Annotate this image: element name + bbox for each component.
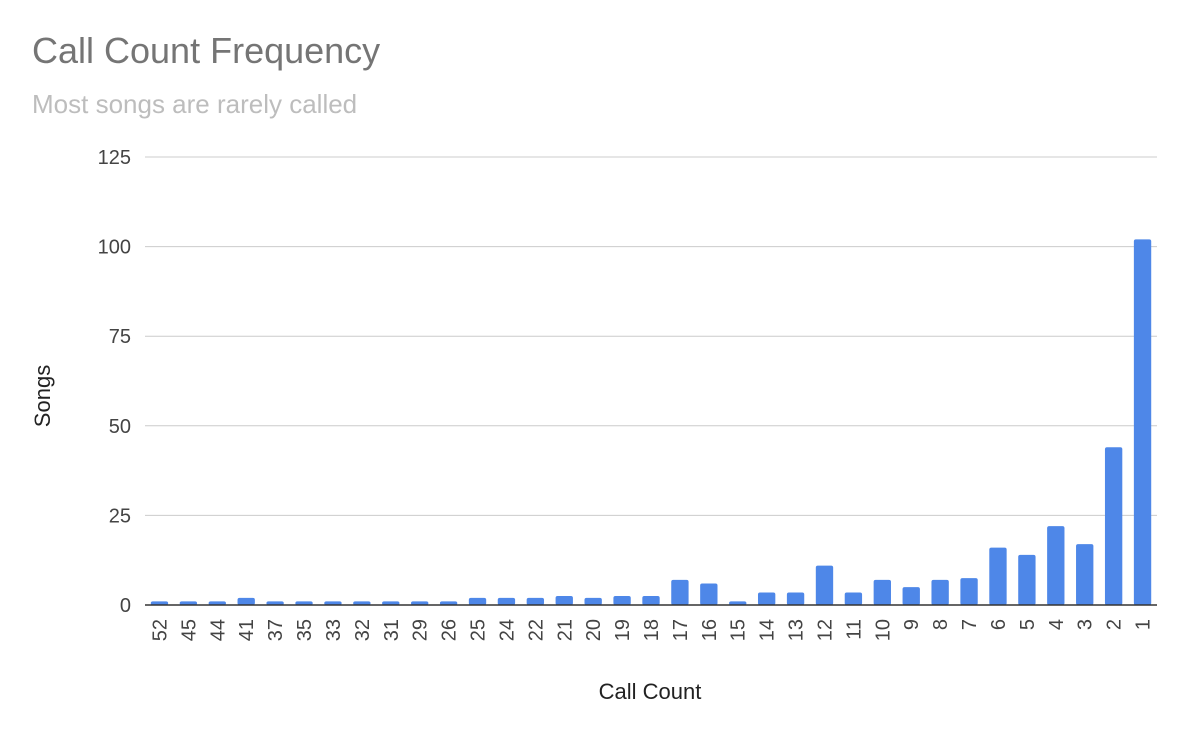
x-tick-label: 13 bbox=[786, 619, 808, 641]
bar-17 bbox=[671, 579, 689, 605]
chart-subtitle: Most songs are rarely called bbox=[32, 89, 358, 119]
bar-9 bbox=[902, 587, 920, 605]
x-tick-label: 4 bbox=[1046, 619, 1068, 630]
x-tick-label: 5 bbox=[1017, 619, 1039, 630]
bar-29 bbox=[411, 601, 429, 605]
gridlines bbox=[145, 156, 1157, 516]
x-tick-label: 20 bbox=[583, 619, 605, 641]
chart-title: Call Count Frequency bbox=[32, 30, 381, 71]
x-tick-label: 37 bbox=[265, 619, 287, 641]
x-tick-label: 26 bbox=[439, 619, 461, 641]
bar-3 bbox=[1076, 544, 1094, 605]
x-tick-label: 22 bbox=[525, 619, 547, 641]
bar-37 bbox=[266, 601, 284, 605]
bar-26 bbox=[439, 601, 458, 605]
bars bbox=[150, 239, 1152, 605]
bar-8 bbox=[931, 579, 949, 605]
x-tick-label: 33 bbox=[323, 619, 345, 641]
bar-21 bbox=[555, 596, 573, 605]
x-tick-label: 11 bbox=[843, 619, 865, 640]
y-tick-label: 0 bbox=[120, 595, 131, 617]
bar-7 bbox=[960, 578, 978, 605]
bar-16 bbox=[700, 583, 718, 605]
bar-15 bbox=[729, 601, 747, 605]
x-tick-label: 6 bbox=[988, 619, 1010, 630]
x-tick-label: 10 bbox=[872, 619, 894, 641]
bar-45 bbox=[179, 601, 198, 605]
x-axis-label: Call Count bbox=[599, 679, 702, 704]
x-tick-label: 19 bbox=[612, 619, 634, 641]
bar-32 bbox=[353, 601, 371, 605]
x-tick-label: 14 bbox=[757, 619, 779, 641]
bar-24 bbox=[497, 597, 516, 605]
bar-14 bbox=[757, 592, 776, 605]
x-tick-label: 24 bbox=[496, 619, 518, 641]
bar-5 bbox=[1018, 554, 1036, 605]
bar-10 bbox=[873, 579, 891, 605]
bar-19 bbox=[613, 596, 631, 605]
x-tick-label: 25 bbox=[468, 619, 490, 641]
x-tick-label: 29 bbox=[410, 619, 432, 641]
bar-44 bbox=[208, 601, 226, 605]
x-tick-label: 12 bbox=[814, 619, 836, 641]
x-tick-label: 35 bbox=[294, 619, 316, 641]
x-tick-label: 44 bbox=[207, 619, 229, 641]
x-tick-label: 31 bbox=[381, 619, 403, 641]
y-tick-label: 100 bbox=[98, 237, 131, 259]
x-tick-label: 45 bbox=[178, 619, 200, 641]
x-tick-label: 9 bbox=[901, 619, 923, 630]
x-tick-label: 2 bbox=[1104, 619, 1126, 630]
x-tick-label: 7 bbox=[959, 619, 981, 630]
y-tick-label: 50 bbox=[109, 416, 131, 438]
x-tick-label: 8 bbox=[930, 619, 952, 630]
bar-35 bbox=[295, 601, 313, 605]
bar-20 bbox=[584, 597, 602, 605]
x-tick-label: 15 bbox=[728, 619, 750, 641]
x-tick-label: 41 bbox=[236, 619, 258, 641]
bar-6 bbox=[989, 547, 1007, 605]
x-tick-label: 3 bbox=[1075, 619, 1097, 630]
y-tick-label: 125 bbox=[98, 147, 131, 169]
bar-52 bbox=[150, 601, 169, 605]
bar-31 bbox=[382, 601, 400, 605]
bar-25 bbox=[468, 597, 487, 605]
x-tick-label: 17 bbox=[670, 619, 692, 641]
bar-4 bbox=[1047, 526, 1065, 605]
bar-12 bbox=[815, 565, 834, 605]
bar-33 bbox=[324, 601, 342, 605]
x-tick-label: 18 bbox=[641, 619, 663, 641]
x-tick-label: 1 bbox=[1133, 619, 1155, 630]
x-tick-label: 32 bbox=[352, 619, 374, 641]
y-tick-label: 75 bbox=[109, 326, 131, 348]
bar-13 bbox=[786, 592, 805, 605]
bar-1 bbox=[1133, 239, 1152, 605]
y-axis-label: Songs bbox=[30, 365, 55, 427]
bar-22 bbox=[526, 597, 545, 605]
bar-11 bbox=[844, 592, 863, 605]
y-tick-label: 25 bbox=[109, 505, 131, 527]
x-tick-label: 52 bbox=[149, 619, 171, 641]
bar-18 bbox=[642, 596, 660, 605]
bar-41 bbox=[237, 597, 255, 605]
x-tick-label: 16 bbox=[699, 619, 721, 641]
x-tick-label: 21 bbox=[554, 619, 576, 641]
bar-2 bbox=[1104, 447, 1123, 605]
